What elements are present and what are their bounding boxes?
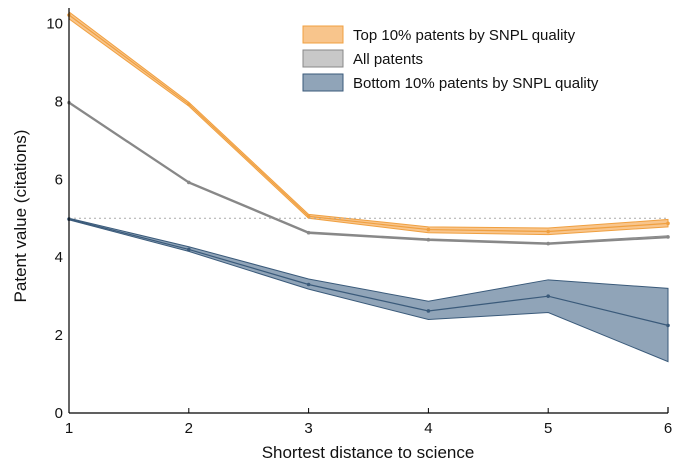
x-axis-title: Shortest distance to science xyxy=(262,443,475,462)
series-2-point xyxy=(306,282,311,287)
legend: Top 10% patents by SNPL quality All paten… xyxy=(302,25,599,92)
series-0-point xyxy=(546,229,550,234)
series-lines xyxy=(67,13,670,328)
series-2-point xyxy=(666,323,670,328)
series-1-point xyxy=(426,237,431,242)
series-1-point xyxy=(666,235,670,239)
legend-label-0: Top 10% patents by SNPL quality xyxy=(353,27,576,44)
x-tick-label: 5 xyxy=(544,420,552,437)
y-axis-title: Patent value (citations) xyxy=(11,130,30,303)
legend-label-2: Bottom 10% patents by SNPL quality xyxy=(353,75,599,92)
series-1-point xyxy=(306,230,311,235)
series-0-point xyxy=(187,102,191,106)
legend-label-1: All patents xyxy=(353,51,423,68)
y-tick-label: 0 xyxy=(55,405,63,422)
x-tick-label: 6 xyxy=(664,420,672,437)
y-tick-label: 10 xyxy=(46,16,63,33)
series-0-point xyxy=(426,227,431,232)
series-1-line xyxy=(68,102,669,245)
axes xyxy=(68,8,669,414)
series-1-point xyxy=(546,241,550,246)
legend-swatch-2 xyxy=(302,73,344,92)
y-tick-label: 4 xyxy=(55,249,63,266)
series-0-band xyxy=(68,10,669,236)
legend-swatch-1 xyxy=(302,49,344,68)
series-2-point xyxy=(426,309,431,313)
x-tick-label: 1 xyxy=(65,420,73,437)
series-0-point xyxy=(306,214,311,219)
series-2-line xyxy=(68,218,669,326)
x-tick-label: 2 xyxy=(185,420,193,437)
series-2-point xyxy=(187,247,191,252)
series-0-line xyxy=(68,14,669,233)
x-tick-label: 4 xyxy=(424,420,432,437)
y-tick-label: 6 xyxy=(55,171,63,188)
series-0-point xyxy=(666,221,670,226)
series-1-point xyxy=(187,180,191,185)
y-tick-label: 8 xyxy=(55,93,63,110)
series-2-point xyxy=(546,294,550,298)
series-2-band xyxy=(68,217,669,363)
tick-labels: 1 2 3 4 5 6 0 2 4 6 8 10 xyxy=(46,16,672,437)
x-tick-label: 3 xyxy=(304,420,312,437)
legend-swatch-0 xyxy=(302,25,344,44)
y-tick-label: 2 xyxy=(55,327,63,344)
